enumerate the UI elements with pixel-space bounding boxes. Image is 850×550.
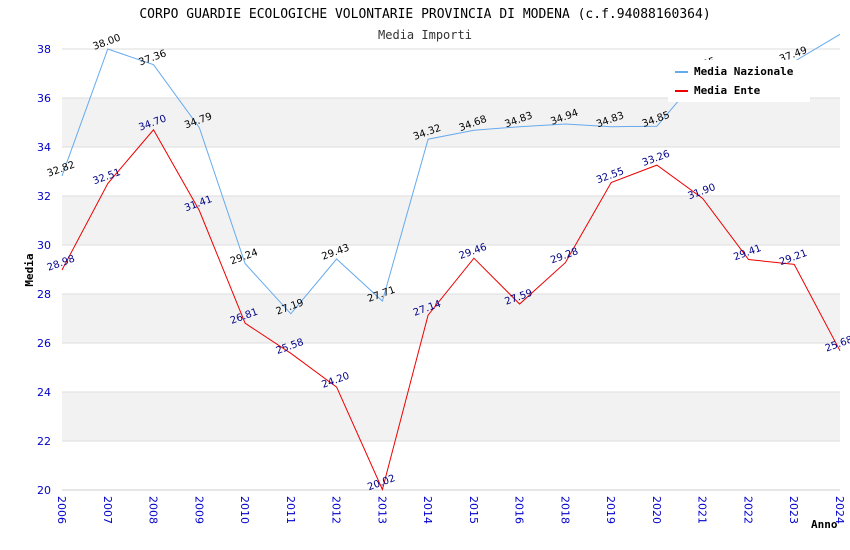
y-tick-label: 26 [37,337,51,350]
y-tick-label: 38 [37,43,51,56]
x-tick-label: 2019 [604,496,617,524]
x-tick-label: 2014 [421,496,434,524]
y-tick-label: 24 [37,386,51,399]
legend-background [668,60,810,102]
x-axis-label: Anno [811,518,838,531]
y-tick-label: 30 [37,239,51,252]
x-tick-label: 2008 [147,496,160,524]
x-tick-label: 2020 [650,496,663,524]
x-tick-label: 2016 [513,496,526,524]
y-tick-label: 32 [37,190,51,203]
x-tick-label: 2011 [284,496,297,524]
y-axis-label: Media [23,253,36,286]
y-tick-label: 36 [37,92,51,105]
legend: Media Nazionale Media Ente [668,60,810,102]
gridlines [62,48,840,491]
plot-band [62,98,840,147]
y-tick-label: 20 [37,484,51,497]
x-tick-label: 2012 [330,496,343,524]
legend-label-ente: Media Ente [694,84,761,97]
x-tick-label: 2015 [467,496,480,524]
plot-band [62,294,840,343]
x-tick-label: 2013 [375,496,388,524]
y-axis-ticks: 20 22 24 26 28 30 32 34 36 38 [37,43,51,497]
y-tick-label: 28 [37,288,51,301]
x-tick-label: 2010 [238,496,251,524]
plot-band [62,147,840,196]
plot-band [62,441,840,490]
x-tick-label: 2018 [558,496,571,524]
chart-title: CORPO GUARDIE ECOLOGICHE VOLONTARIE PROV… [139,7,710,22]
plot-band [62,245,840,294]
plot-background-bands [62,49,840,490]
x-tick-label: 2024 [833,496,846,524]
plot-band [62,392,840,441]
plot-band [62,196,840,245]
chart-subtitle: Media Importi [378,28,472,42]
plot-band [62,343,840,392]
x-tick-label: 2007 [101,496,114,524]
x-tick-label: 2021 [696,496,709,524]
y-tick-label: 34 [37,141,51,154]
x-tick-label: 2009 [192,496,205,524]
x-tick-label: 2023 [787,496,800,524]
legend-label-nazionale: Media Nazionale [694,65,794,78]
x-tick-label: 2006 [55,496,68,524]
x-axis-ticks: 2006 2007 2008 2009 2010 2011 2012 2013 2014 2015… [55,496,846,524]
x-tick-label: 2022 [741,496,754,524]
y-tick-label: 22 [37,435,51,448]
series-line-ente [61,128,841,492]
